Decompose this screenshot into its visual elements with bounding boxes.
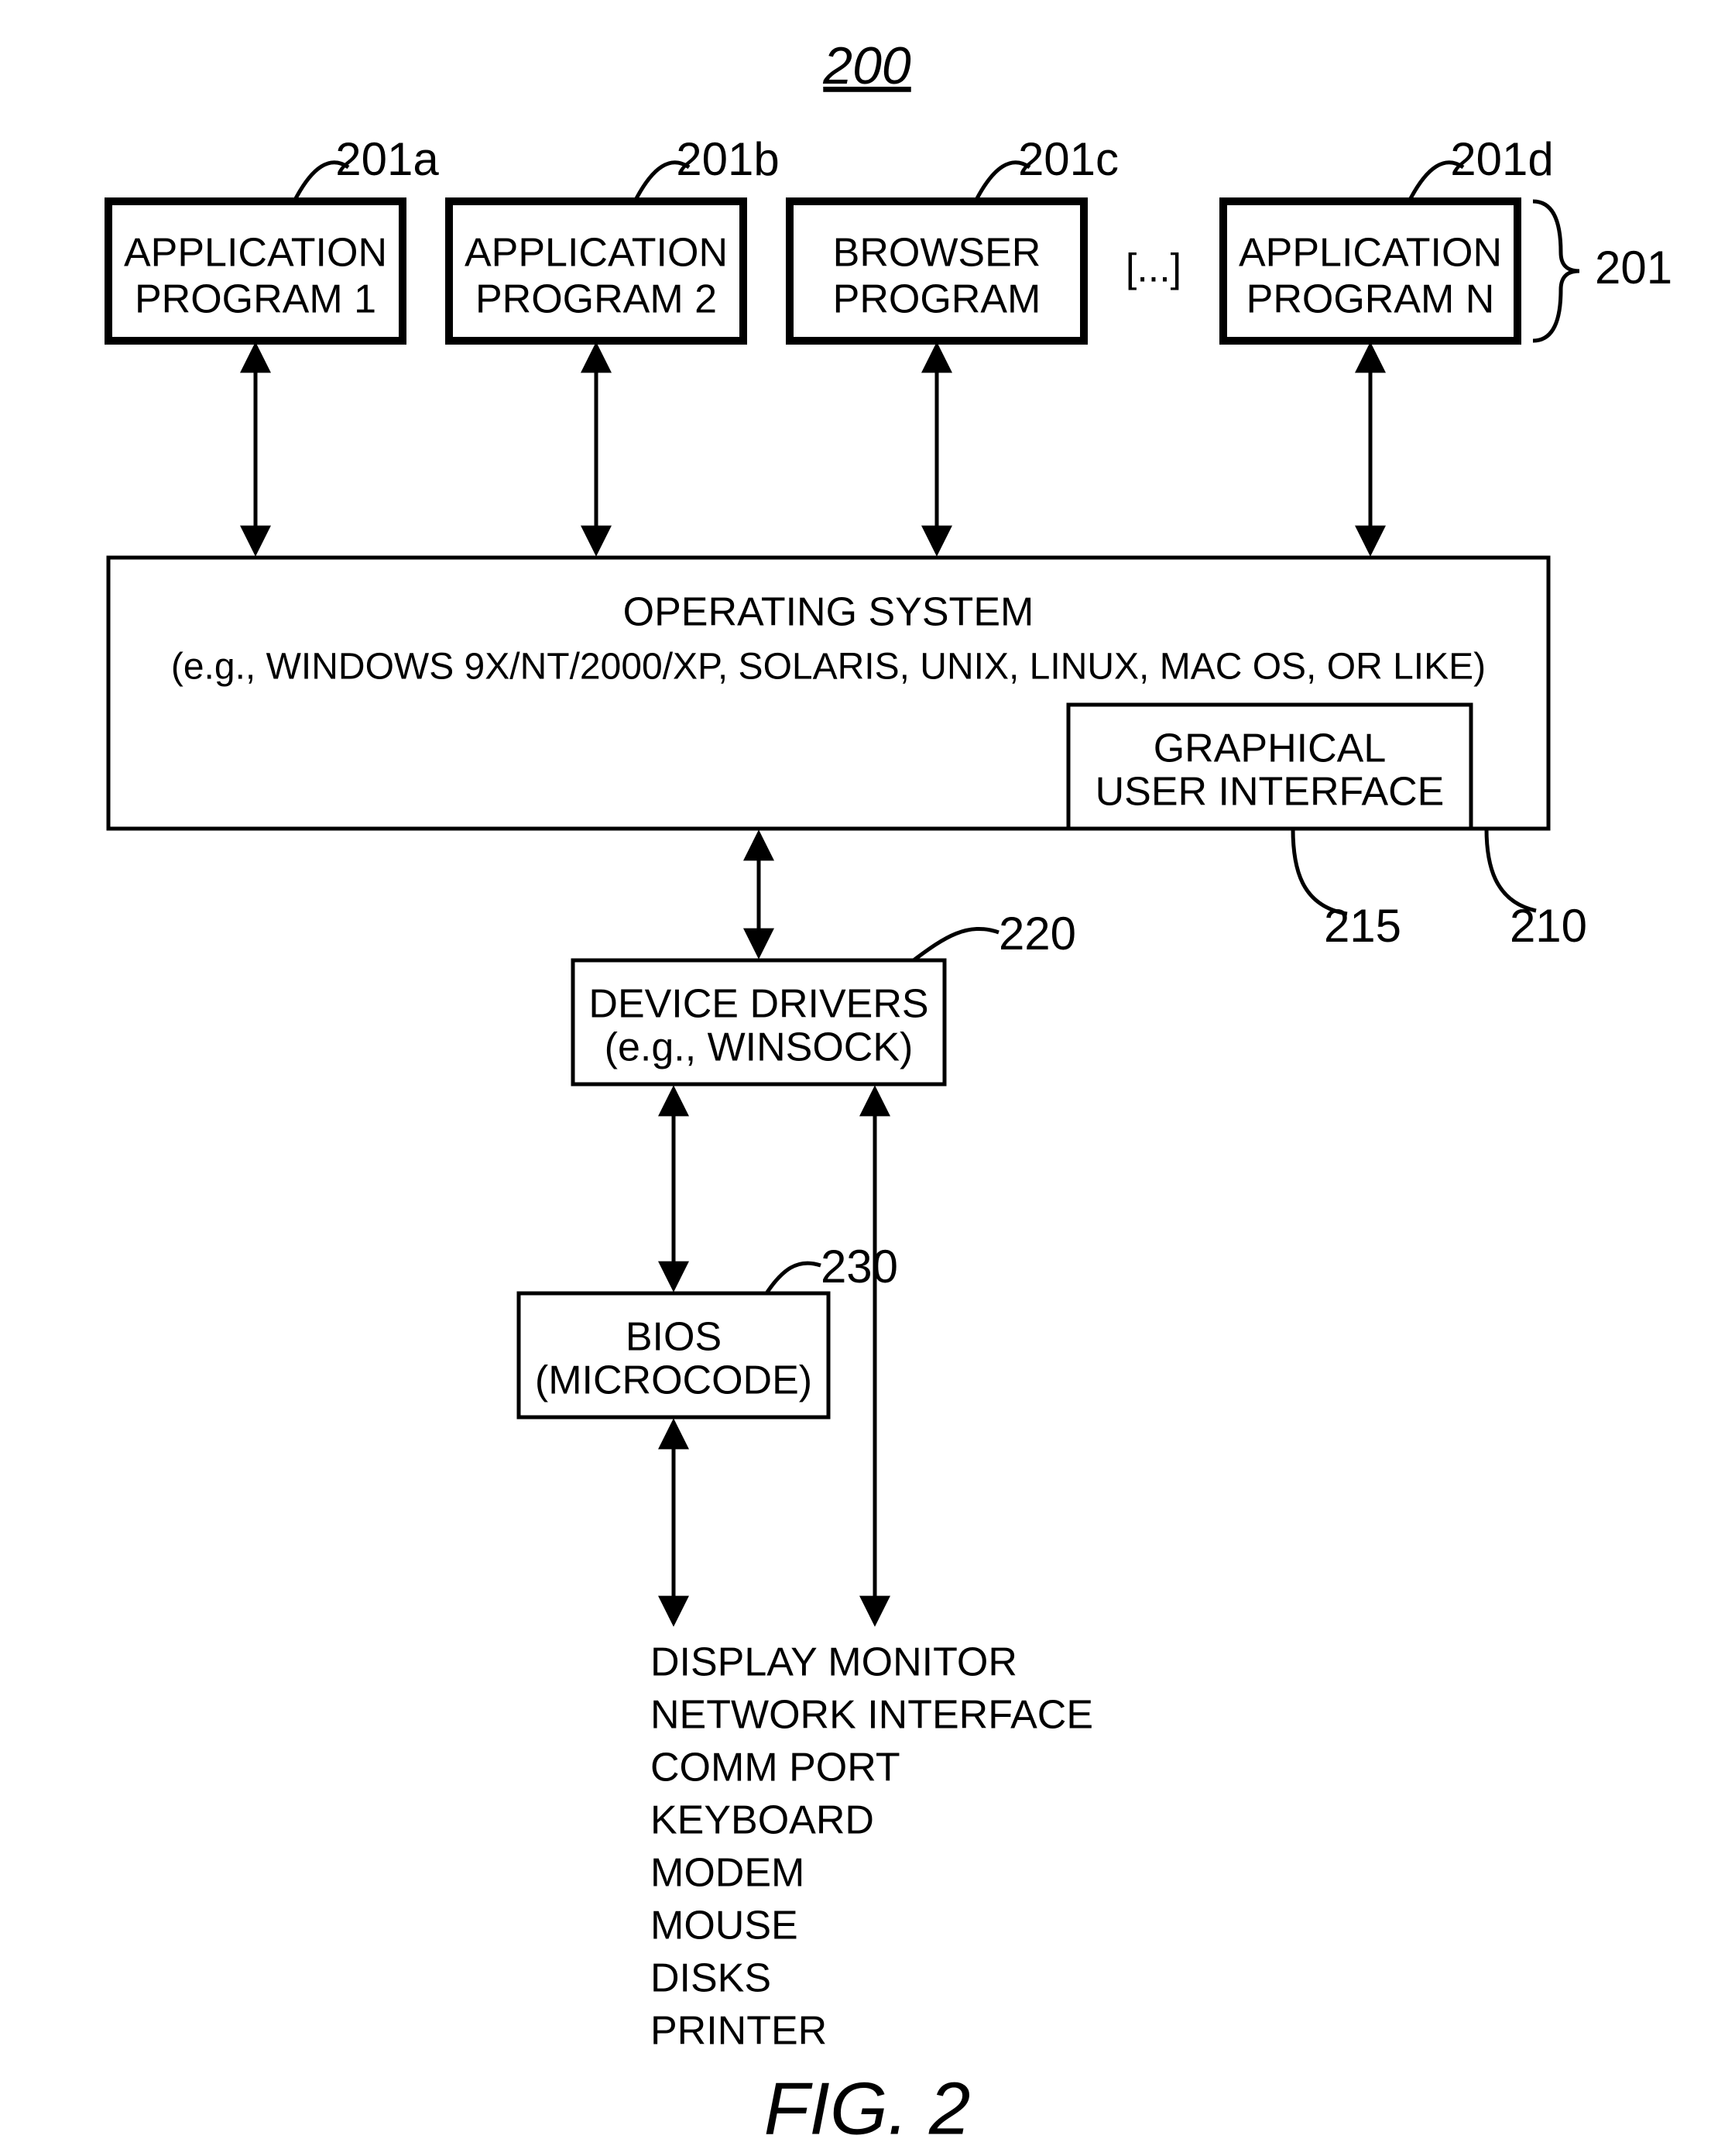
app4-line2: PROGRAM N bbox=[1246, 277, 1495, 322]
ref-os: 210 bbox=[1510, 900, 1587, 952]
device-list-item: DISPLAY MONITOR bbox=[650, 1640, 1017, 1685]
app3-line2: PROGRAM bbox=[833, 277, 1041, 322]
device-list-item: MODEM bbox=[650, 1851, 804, 1896]
app1-line2: PROGRAM 1 bbox=[135, 277, 376, 322]
gui-line1: GRAPHICAL bbox=[1154, 726, 1387, 771]
os-line2: (e.g., WINDOWS 9X/NT/2000/XP, SOLARIS, U… bbox=[171, 647, 1486, 688]
apps-ellipsis: [...] bbox=[1126, 246, 1181, 291]
leader-drivers bbox=[914, 929, 999, 960]
drivers-line1: DEVICE DRIVERS bbox=[588, 982, 928, 1027]
os-line1: OPERATING SYSTEM bbox=[623, 590, 1034, 635]
ref-drivers: 220 bbox=[999, 908, 1076, 960]
device-list-item: DISKS bbox=[650, 1956, 771, 2001]
app2-line1: APPLICATION bbox=[465, 231, 728, 276]
ref-app1: 201a bbox=[335, 133, 439, 185]
system-architecture-diagram: 200APPLICATIONPROGRAM 1APPLICATIONPROGRA… bbox=[0, 0, 1734, 2156]
ref-bios: 230 bbox=[821, 1241, 898, 1293]
gui-line2: USER INTERFACE bbox=[1096, 770, 1445, 815]
apps-group-bracket bbox=[1533, 201, 1579, 341]
ref-app4: 201d bbox=[1450, 133, 1553, 185]
figure-caption: FIG. 2 bbox=[764, 2067, 971, 2150]
device-list-item: PRINTER bbox=[650, 2009, 827, 2054]
ref-app2: 201b bbox=[676, 133, 779, 185]
drivers-line2: (e.g., WINSOCK) bbox=[605, 1025, 914, 1070]
leader-bios bbox=[766, 1263, 821, 1293]
ref-gui: 215 bbox=[1324, 900, 1401, 952]
ref-app3: 201c bbox=[1018, 133, 1119, 185]
device-list-item: COMM PORT bbox=[650, 1746, 900, 1790]
app4-line1: APPLICATION bbox=[1239, 231, 1502, 276]
device-list-item: NETWORK INTERFACE bbox=[650, 1693, 1093, 1738]
figure-number: 200 bbox=[822, 36, 911, 95]
app2-line2: PROGRAM 2 bbox=[475, 277, 717, 322]
bios-line2: (MICROCODE) bbox=[535, 1358, 812, 1403]
bios-line1: BIOS bbox=[626, 1315, 722, 1360]
app3-line1: BROWSER bbox=[833, 231, 1041, 276]
app1-line1: APPLICATION bbox=[124, 231, 387, 276]
device-list-item: KEYBOARD bbox=[650, 1798, 874, 1843]
leader-os bbox=[1486, 829, 1536, 911]
device-list-item: MOUSE bbox=[650, 1904, 798, 1948]
ref-apps-group: 201 bbox=[1595, 242, 1672, 294]
